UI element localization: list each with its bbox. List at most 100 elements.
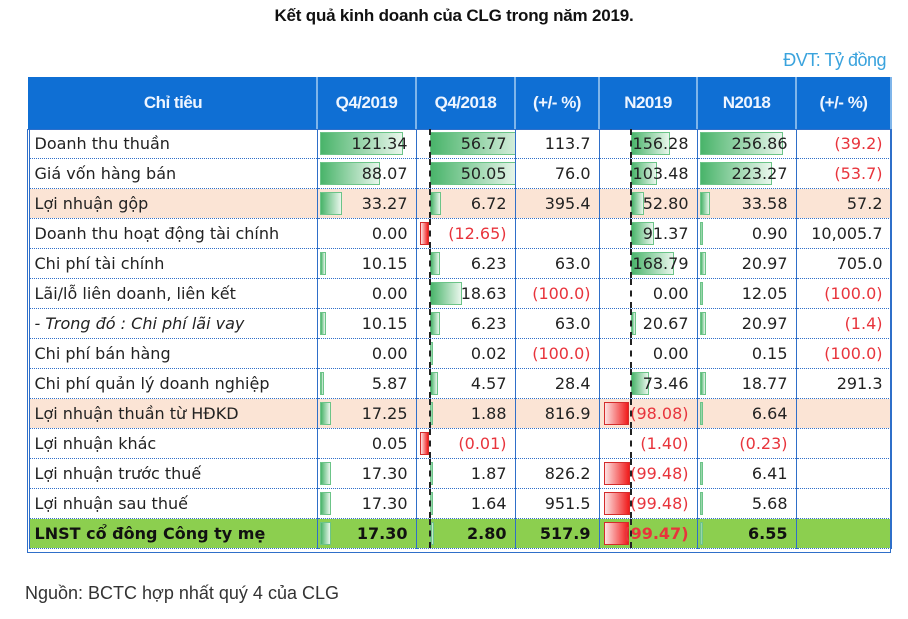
- row-label: Lợi nhuận thuần từ HĐKD: [28, 398, 318, 429]
- cell-n2018: 12.05: [696, 278, 797, 309]
- cell-value: 223.27: [731, 164, 788, 183]
- cell-value: (1.40): [640, 434, 689, 453]
- cell-value: 517.9: [539, 524, 591, 543]
- cell-value: (99.47): [623, 524, 689, 543]
- cell-q4-2019: 5.87: [316, 368, 417, 399]
- cell-value: 10.15: [361, 254, 408, 273]
- cell-value: 4.57: [470, 374, 507, 393]
- cell-value: 50.05: [460, 164, 507, 183]
- cell-q4-2018: 50.05: [415, 158, 516, 189]
- cell-n2018: 0.15: [696, 338, 797, 369]
- table-row: Lợi nhuận gộp 33.27 6.72 395.4 52.80 33.58 57.…: [28, 188, 892, 219]
- data-bar-axis: [428, 489, 431, 518]
- cell-q4-2018: 56.77: [415, 129, 516, 159]
- cell-value: (0.01): [458, 434, 507, 453]
- data-bar: [699, 282, 704, 305]
- cell-value: 951.5: [544, 494, 591, 513]
- cell-value: 6.64: [751, 404, 788, 423]
- cell-value: 0.05: [371, 434, 408, 453]
- cell-value: 113.7: [544, 134, 591, 153]
- cell-value: 0.00: [371, 224, 408, 243]
- data-bar-axis: [629, 339, 632, 368]
- cell-value: 28.4: [554, 374, 591, 393]
- cell-value: 256.86: [731, 134, 788, 153]
- cell-year-change-pct: 10,005.7: [795, 218, 892, 249]
- cell-q4-change-pct: 816.9: [514, 398, 600, 429]
- cell-value: 52.80: [642, 194, 689, 213]
- cell-q4-change-pct: 951.5: [514, 488, 600, 519]
- cell-q4-change-pct: 826.2: [514, 458, 600, 489]
- cell-n2018: 18.77: [696, 368, 797, 399]
- row-label: - Trong đó : Chi phí lãi vay: [28, 308, 318, 339]
- cell-value: 156.28: [632, 134, 689, 153]
- data-bar-axis: [629, 249, 632, 278]
- data-bar-axis: [428, 369, 431, 398]
- table-row: Chi phí quản lý doanh nghiệp 5.87 4.57 28.4…: [28, 368, 892, 399]
- cell-year-change-pct: [795, 398, 892, 429]
- data-bar: [699, 252, 707, 275]
- cell-value: 18.63: [460, 284, 507, 303]
- cell-value: 10.15: [361, 314, 408, 333]
- cell-n2018: (0.23): [696, 428, 797, 459]
- cell-value: 17.30: [361, 464, 408, 483]
- cell-n2018: 223.27: [696, 158, 797, 189]
- data-bar: [319, 372, 324, 395]
- header-year-change-pct: (+/- %): [795, 77, 892, 129]
- cell-value: 20.67: [642, 314, 689, 333]
- cell-value: 12.05: [741, 284, 788, 303]
- cell-q4-2018: 1.88: [415, 398, 516, 429]
- cell-value: 63.0: [554, 314, 591, 333]
- row-label: Doanh thu hoạt động tài chính: [28, 218, 318, 249]
- cell-n2018: 6.55: [696, 518, 797, 549]
- table-row: Lãi/lỗ liên doanh, liên kết 0.00 18.63 (100…: [28, 278, 892, 309]
- data-bar-axis: [629, 159, 632, 188]
- data-bar: [319, 162, 380, 185]
- cell-value: 1.87: [470, 464, 507, 483]
- cell-value: 6.23: [470, 254, 507, 273]
- cell-n2018: 0.90: [696, 218, 797, 249]
- cell-value: 20.97: [741, 254, 788, 273]
- cell-value: 826.2: [544, 464, 591, 483]
- cell-n2019: (99.48): [598, 458, 698, 489]
- cell-year-change-pct: [795, 518, 892, 549]
- cell-q4-change-pct: [514, 428, 600, 459]
- header-row: Chỉ tiêu Q4/2019 Q4/2018 (+/- %) N2019 N…: [28, 77, 892, 129]
- row-label: Giá vốn hàng bán: [28, 158, 318, 189]
- cell-q4-2019: 0.05: [316, 428, 417, 459]
- cell-q4-2019: 33.27: [316, 188, 417, 219]
- cell-q4-2019: 17.30: [316, 518, 417, 549]
- data-bar: [319, 312, 327, 335]
- cell-n2019: (98.08): [598, 398, 698, 429]
- cell-value: 121.34: [351, 134, 408, 153]
- data-bar: [429, 192, 442, 215]
- cell-value: 73.46: [642, 374, 689, 393]
- data-bar: [699, 402, 703, 425]
- row-label: Chi phí tài chính: [28, 248, 318, 279]
- cell-q4-2018: 2.80: [415, 518, 516, 549]
- cell-value: 17.25: [361, 404, 408, 423]
- data-bar-axis: [428, 309, 431, 338]
- cell-value: 6.23: [470, 314, 507, 333]
- data-bar: [699, 522, 703, 545]
- cell-value: 33.58: [741, 194, 788, 213]
- unit-note: ĐVT: Tỷ đồng: [783, 50, 886, 70]
- cell-value: 103.48: [632, 164, 689, 183]
- data-bar-axis: [629, 129, 632, 158]
- cell-value: 0.00: [652, 284, 689, 303]
- cell-value: 395.4: [544, 194, 591, 213]
- data-bar: [319, 522, 332, 545]
- data-bar: [429, 312, 441, 335]
- data-bar-axis: [629, 399, 632, 428]
- row-label: Lãi/lỗ liên doanh, liên kết: [28, 278, 318, 309]
- cell-q4-change-pct: 28.4: [514, 368, 600, 399]
- data-bar-axis: [428, 429, 431, 458]
- cell-value: 0.00: [371, 344, 408, 363]
- cell-value: 88.07: [361, 164, 408, 183]
- table-row: Lợi nhuận sau thuế 17.30 1.64 951.5 (99.48) 5…: [28, 488, 892, 519]
- data-bar-axis: [428, 159, 431, 188]
- cell-value: 705.0: [836, 254, 883, 273]
- row-label: Lợi nhuận sau thuế: [28, 488, 318, 519]
- row-label: Lợi nhuận gộp: [28, 188, 318, 219]
- row-label: LNST cổ đông Công ty mẹ: [28, 518, 318, 549]
- cell-q4-change-pct: 113.7: [514, 129, 600, 159]
